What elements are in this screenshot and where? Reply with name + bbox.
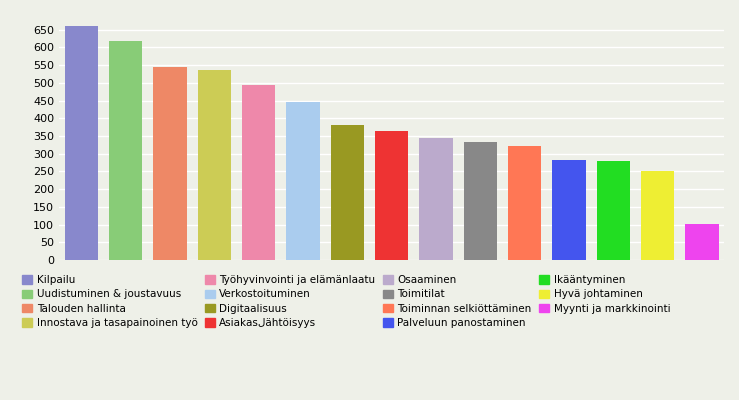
Bar (686, 224, 718, 260)
Bar (242, 85, 276, 260)
Bar (597, 161, 630, 260)
Bar (287, 102, 320, 260)
Bar (375, 131, 409, 260)
Bar (154, 67, 187, 260)
Bar (553, 160, 586, 260)
Bar (641, 171, 675, 260)
Bar (65, 26, 98, 260)
Bar (464, 142, 497, 260)
Bar (109, 41, 143, 260)
Legend: Kilpailu, Uudistuminen & joustavuus, Talouden hallinta, Innostava ja tasapainoin: Kilpailu, Uudistuminen & joustavuus, Tal… (20, 273, 672, 330)
Bar (198, 70, 231, 260)
Bar (331, 125, 364, 260)
Bar (508, 146, 542, 260)
Bar (420, 138, 453, 260)
